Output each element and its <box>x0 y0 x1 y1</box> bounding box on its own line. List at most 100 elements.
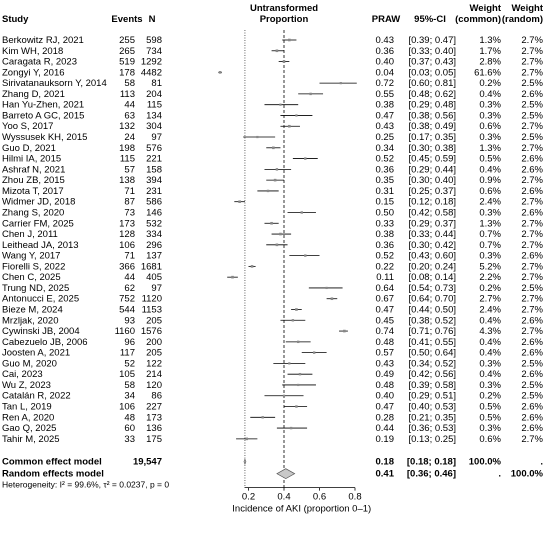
study-events: 115 <box>120 154 135 165</box>
study-point <box>275 168 279 171</box>
study-name: Carrier FM, 2025 <box>2 218 74 229</box>
study-weight-common: 2.4% <box>479 197 501 208</box>
study-ci: [0.44; 0.50] <box>408 305 456 316</box>
study-point <box>245 437 249 441</box>
study-weight-common: 0.2% <box>479 391 501 402</box>
study-weight-common: 0.9% <box>479 175 501 186</box>
study-events: 752 <box>119 294 135 305</box>
study-weight-random: 2.5% <box>521 132 543 143</box>
study-n: 734 <box>146 46 162 57</box>
study-name: Wyssusek KH, 2015 <box>2 132 87 143</box>
study-point <box>218 71 222 74</box>
x-tick-label: 0.2 <box>242 492 255 503</box>
study-praw: 0.38 <box>376 229 395 240</box>
study-n: 405 <box>146 272 162 283</box>
study-name: Antonucci E, 2025 <box>2 294 79 305</box>
study-events: 44 <box>124 100 135 111</box>
study-weight-common: 0.7% <box>479 229 501 240</box>
study-name: Cai, 2023 <box>2 369 43 380</box>
common-model-diamond <box>243 458 247 465</box>
study-name: Tahir M, 2025 <box>2 434 60 445</box>
study-weight-random: 2.6% <box>521 186 543 197</box>
study-weight-random: 2.5% <box>521 100 543 111</box>
study-weight-common: 0.4% <box>479 337 501 348</box>
study-n: 296 <box>146 240 162 251</box>
random-model-label: Random effects model <box>2 469 104 480</box>
study-n: 1292 <box>141 57 162 68</box>
study-ci: [0.17; 0.35] <box>408 132 456 143</box>
study-weight-common: 0.4% <box>479 89 501 100</box>
study-ci: [0.60; 0.81] <box>408 78 456 89</box>
study-point <box>282 394 286 397</box>
random-model-diamond <box>276 468 296 480</box>
study-praw: 0.15 <box>376 197 395 208</box>
study-praw: 0.43 <box>376 35 395 46</box>
study-events: 58 <box>124 380 135 391</box>
study-events: 71 <box>124 186 135 197</box>
study-n: 200 <box>146 337 162 348</box>
study-name: Tan L, 2019 <box>2 402 52 413</box>
study-name: Bieze M, 2024 <box>2 305 63 316</box>
study-n: 586 <box>146 197 162 208</box>
header-ci: 95%-CI <box>414 14 446 25</box>
study-weight-common: 2.8% <box>479 57 501 68</box>
study-point <box>297 383 300 387</box>
study-point <box>288 38 291 42</box>
x-tick-label: 0.4 <box>277 492 290 503</box>
study-events: 87 <box>124 197 135 208</box>
study-events: 117 <box>120 348 135 359</box>
study-events: 96 <box>124 337 135 348</box>
study-events: 71 <box>124 251 135 262</box>
study-events: 519 <box>119 57 135 68</box>
study-ci: [0.12; 0.18] <box>408 197 456 208</box>
study-point <box>300 211 303 214</box>
study-n: 214 <box>146 369 162 380</box>
study-n: 205 <box>146 348 162 359</box>
study-weight-random: 2.7% <box>521 261 543 272</box>
study-name: Guo M, 2020 <box>2 358 57 369</box>
study-ci: [0.30; 0.42] <box>408 240 456 251</box>
study-name: Caragata R, 2023 <box>2 57 77 68</box>
study-praw: 0.40 <box>376 391 395 402</box>
study-praw: 0.35 <box>376 175 395 186</box>
study-ci: [0.30; 0.38] <box>408 143 456 154</box>
study-weight-random: 2.7% <box>521 326 543 337</box>
study-weight-common: 1.3% <box>479 218 501 229</box>
study-ci: [0.25; 0.37] <box>408 186 456 197</box>
study-ci: [0.38; 0.52] <box>408 315 456 326</box>
study-point <box>270 221 273 225</box>
study-n: 204 <box>146 89 162 100</box>
study-n: 394 <box>146 175 162 186</box>
header-weight-random-2: (random) <box>502 14 543 25</box>
header-study: Study <box>2 14 29 25</box>
common-model-praw: 0.18 <box>376 457 395 468</box>
study-name: Berkowitz RJ, 2021 <box>2 35 84 46</box>
study-weight-random: 2.6% <box>521 337 543 348</box>
study-ci: [0.42; 0.56] <box>408 369 456 380</box>
study-weight-common: 0.4% <box>479 315 501 326</box>
study-weight-random: 2.6% <box>521 154 543 165</box>
header-weight-common-2: (common) <box>455 14 501 25</box>
study-ci: [0.39; 0.47] <box>408 35 456 46</box>
study-weight-common: 5.2% <box>479 261 501 272</box>
header-weight-common-1: Weight <box>470 3 502 14</box>
study-weight-common: 1.3% <box>479 143 501 154</box>
study-weight-common: 0.6% <box>479 434 501 445</box>
study-point <box>289 426 293 430</box>
study-events: 138 <box>119 175 135 186</box>
study-name: Joosten A, 2021 <box>2 348 70 359</box>
study-weight-random: 2.5% <box>521 283 543 294</box>
study-ci: [0.71; 0.76] <box>408 326 456 337</box>
study-point <box>291 319 295 322</box>
study-ci: [0.54; 0.73] <box>408 283 456 294</box>
study-weight-common: 4.3% <box>479 326 501 337</box>
study-n: 1153 <box>142 305 162 316</box>
study-weight-random: 2.6% <box>521 402 543 413</box>
study-weight-common: 0.4% <box>479 369 501 380</box>
random-model-weight-random: 100.0% <box>511 469 544 480</box>
study-ci: [0.38; 0.49] <box>408 121 456 132</box>
study-weight-random: 2.6% <box>521 423 543 434</box>
study-praw: 0.19 <box>376 434 395 445</box>
study-events: 366 <box>119 261 135 272</box>
study-ci: [0.38; 0.56] <box>408 110 456 121</box>
